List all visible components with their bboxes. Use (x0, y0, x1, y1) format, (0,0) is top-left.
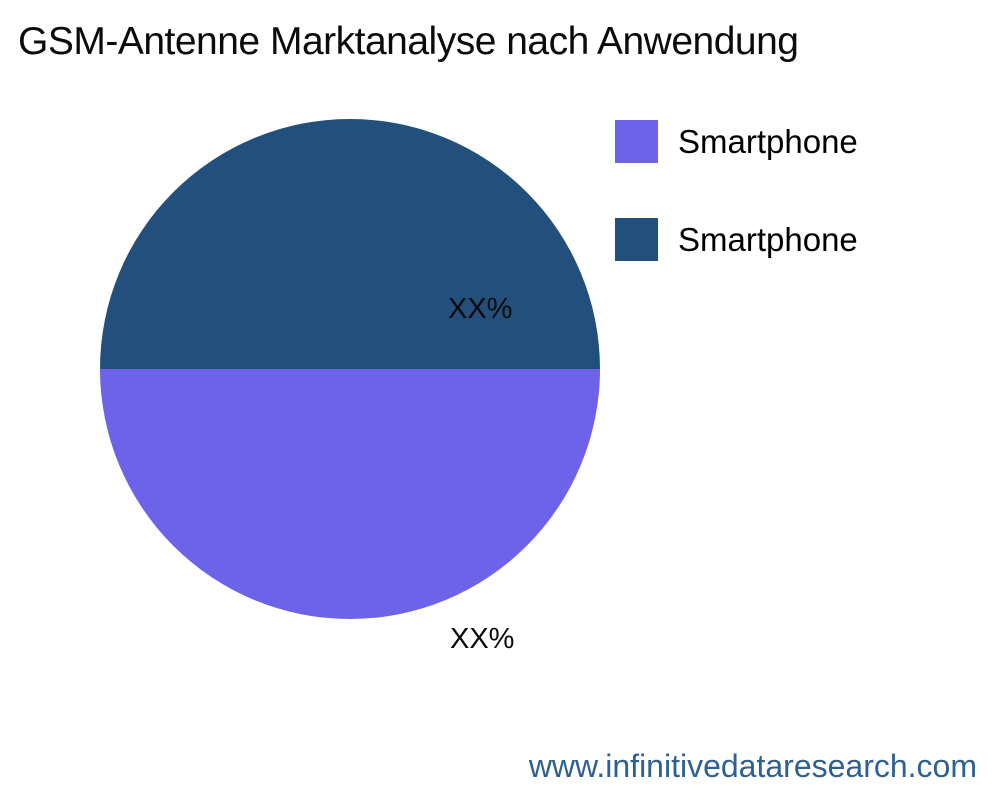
legend-item: Smartphone (615, 218, 858, 261)
slice-label-top: XX% (448, 293, 513, 325)
legend-swatch (615, 218, 658, 261)
legend-swatch (615, 120, 658, 163)
slice-label-bottom: XX% (450, 623, 515, 655)
legend-label: Smartphone (678, 122, 858, 160)
website-link[interactable]: www.infinitivedataresearch.com (528, 748, 977, 784)
legend-label: Smartphone (678, 220, 858, 258)
legend: Smartphone Smartphone (615, 120, 858, 316)
chart-title: GSM-Antenne Marktanalyse nach Anwendung (18, 20, 799, 63)
pie-chart: XX% XX% (100, 119, 600, 655)
legend-item: Smartphone (615, 120, 858, 163)
